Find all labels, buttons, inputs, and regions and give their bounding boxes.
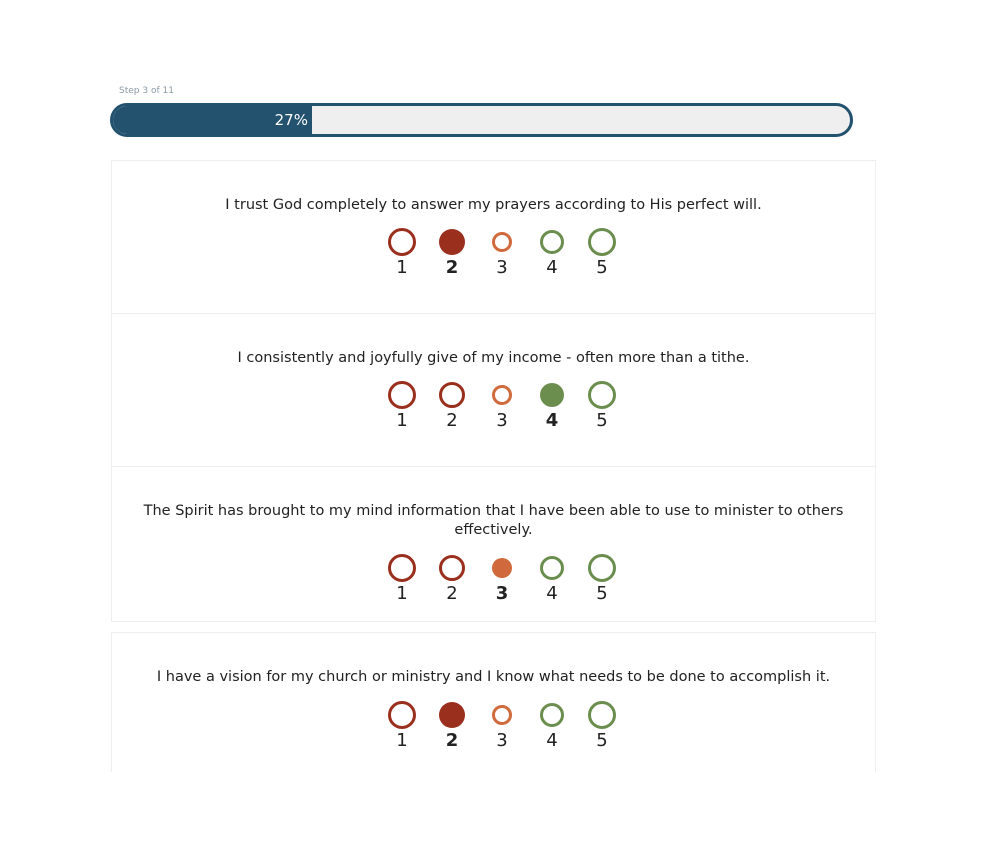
question-text: The Spirit has brought to my mind inform… [143,503,844,538]
radio-circle-icon[interactable] [439,554,465,582]
question-text: I consistently and joyfully give of my i… [237,350,750,366]
progress-percent: 27% [274,111,308,129]
rating-label: 3 [496,257,508,278]
rating-option-5[interactable]: 5 [577,228,627,278]
radio-circle-icon[interactable] [388,381,416,409]
rating-label: 4 [546,730,558,751]
rating-option-5[interactable]: 5 [577,554,627,604]
question-card-3: The Spirit has brought to my mind inform… [111,466,876,622]
rating-option-5[interactable]: 5 [577,381,627,431]
rating-option-1[interactable]: 1 [377,554,427,604]
question-card-4: I have a vision for my church or ministr… [111,632,876,772]
question-card-1: I trust God completely to answer my pray… [111,160,876,314]
rating-option-3[interactable]: 3 [477,228,527,278]
radio-circle-icon[interactable] [439,381,465,409]
rating-label: 3 [495,583,509,604]
rating-scale: 1 2 3 4 5 [377,381,627,431]
rating-option-2[interactable]: 2 [427,554,477,604]
rating-label: 3 [496,730,508,751]
rating-option-3[interactable]: 3 [477,381,527,431]
radio-circle-icon[interactable] [540,381,564,409]
rating-scale: 1 2 3 4 5 [377,228,627,278]
rating-option-2[interactable]: 2 [427,228,477,278]
radio-circle-icon[interactable] [439,228,465,256]
radio-circle-icon[interactable] [492,554,512,582]
radio-circle-icon[interactable] [492,701,512,729]
radio-circle-icon[interactable] [388,701,416,729]
rating-label: 4 [546,257,558,278]
rating-label: 5 [596,257,608,278]
rating-scale: 1 2 3 4 5 [377,554,627,604]
progress-bar: 27% [110,103,853,137]
radio-circle-icon[interactable] [540,701,564,729]
rating-label: 2 [445,730,459,751]
rating-label: 1 [396,583,408,604]
rating-label: 5 [596,583,608,604]
radio-circle-icon[interactable] [588,381,616,409]
radio-circle-icon[interactable] [492,228,512,256]
rating-label: 2 [446,410,458,431]
rating-option-1[interactable]: 1 [377,381,427,431]
radio-circle-icon[interactable] [588,554,616,582]
radio-circle-icon[interactable] [588,228,616,256]
rating-option-5[interactable]: 5 [577,701,627,751]
rating-label: 1 [396,410,408,431]
rating-option-4[interactable]: 4 [527,554,577,604]
rating-label: 4 [546,583,558,604]
rating-label: 5 [596,730,608,751]
rating-option-3[interactable]: 3 [477,554,527,604]
progress-fill: 27% [113,106,312,134]
question-text: I trust God completely to answer my pray… [225,197,762,213]
radio-circle-icon[interactable] [492,381,512,409]
radio-circle-icon[interactable] [388,228,416,256]
rating-label: 1 [396,257,408,278]
radio-circle-icon[interactable] [540,554,564,582]
rating-label: 2 [446,583,458,604]
rating-option-2[interactable]: 2 [427,381,477,431]
rating-option-1[interactable]: 1 [377,228,427,278]
radio-circle-icon[interactable] [388,554,416,582]
rating-option-2[interactable]: 2 [427,701,477,751]
rating-label: 2 [445,257,459,278]
rating-option-4[interactable]: 4 [527,228,577,278]
rating-label: 3 [496,410,508,431]
radio-circle-icon[interactable] [540,228,564,256]
rating-label: 4 [545,410,559,431]
step-indicator: Step 3 of 11 [119,86,174,96]
rating-scale: 1 2 3 4 5 [377,701,627,751]
question-text: I have a vision for my church or ministr… [156,669,831,685]
radio-circle-icon[interactable] [588,701,616,729]
rating-label: 5 [596,410,608,431]
rating-option-4[interactable]: 4 [527,381,577,431]
question-card-2: I consistently and joyfully give of my i… [111,313,876,467]
rating-option-1[interactable]: 1 [377,701,427,751]
rating-label: 1 [396,730,408,751]
radio-circle-icon[interactable] [439,701,465,729]
rating-option-3[interactable]: 3 [477,701,527,751]
rating-option-4[interactable]: 4 [527,701,577,751]
